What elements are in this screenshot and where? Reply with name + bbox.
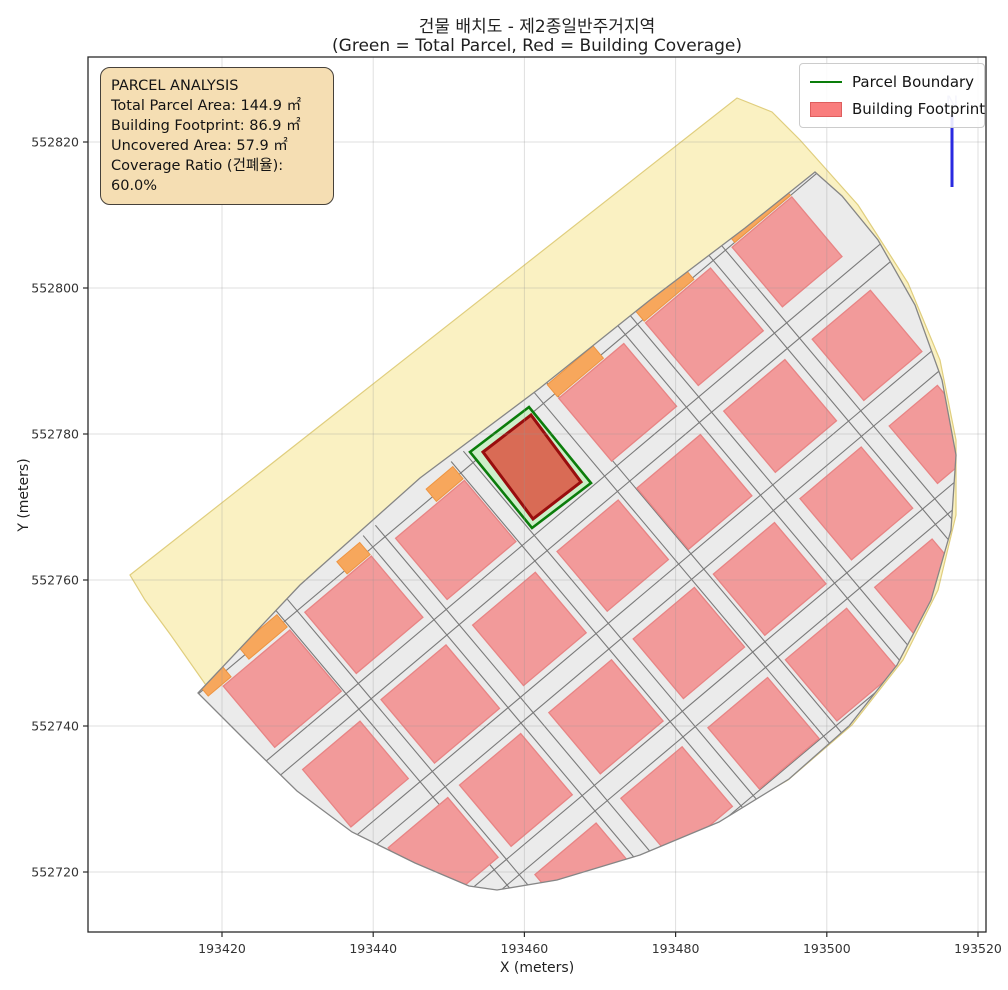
street-line <box>322 315 956 864</box>
legend-row-parcel-boundary: Parcel Boundary <box>810 73 974 91</box>
x-tick-label: 193420 <box>198 941 246 956</box>
y-axis-label: Y (meters) <box>16 458 32 532</box>
x-axis-label: X (meters) <box>499 960 575 976</box>
chart-title: 건물 배치도 - 제2종일반주거지역 <box>418 17 656 37</box>
street-line <box>467 487 956 890</box>
street-line <box>335 331 956 880</box>
building-footprint <box>706 676 821 790</box>
building-footprint <box>556 499 670 613</box>
legend: Parcel Boundary Building Footprint <box>799 63 985 128</box>
building-footprint <box>619 745 734 859</box>
street-line <box>362 535 734 890</box>
building-footprint <box>635 433 753 551</box>
infobox-footprint: Building Footprint: 86.9 ㎡ <box>111 118 301 134</box>
boundary-building-orange <box>546 345 605 398</box>
district-outline <box>197 171 957 891</box>
building-footprint <box>811 289 923 402</box>
building-footprint <box>394 479 517 601</box>
axes-spines <box>87 56 987 933</box>
boundary-building-orange <box>237 613 288 660</box>
infobox-coverage: Coverage Ratio (건폐율): 60.0% <box>111 158 284 194</box>
x-tick-label: 193460 <box>501 941 549 956</box>
x-tick-label: 193520 <box>954 941 1002 956</box>
building-footprint <box>644 267 765 387</box>
boundary-building-orange <box>336 541 371 575</box>
legend-label-building-footprint: Building Footprint <box>852 100 986 118</box>
chart-subtitle: (Green = Total Parcel, Red = Building Co… <box>332 36 742 56</box>
y-tick-label: 552780 <box>31 427 79 442</box>
building-footprint <box>303 555 424 675</box>
building-footprint <box>731 195 843 308</box>
building-footprint-patch-swatch <box>810 101 842 117</box>
legend-row-building-footprint: Building Footprint <box>810 100 985 118</box>
y-tick-label: 552800 <box>31 281 79 296</box>
parcel-analysis-infobox: PARCEL ANALYSIS Total Parcel Area: 144.9… <box>100 67 334 205</box>
building-footprint <box>222 629 343 749</box>
building-footprint <box>547 658 665 775</box>
building-footprint <box>458 732 574 848</box>
building-footprint <box>888 384 956 485</box>
street-line <box>248 227 900 776</box>
y-tick-label: 552760 <box>31 573 79 588</box>
street-line <box>261 243 913 792</box>
building-footprint <box>471 571 588 687</box>
analyzed-building-footprint <box>480 412 584 522</box>
building-footprint <box>301 720 410 828</box>
infobox-total-area: Total Parcel Area: 144.9 ㎡ <box>111 98 302 114</box>
building-footprint <box>722 358 838 474</box>
building-footprint <box>799 446 914 561</box>
street-line <box>703 248 956 690</box>
building-footprint <box>632 586 746 700</box>
building-footprint <box>557 342 678 463</box>
boundary-building-orange <box>425 465 464 503</box>
street-line <box>374 524 747 890</box>
legend-label-parcel-boundary: Parcel Boundary <box>852 73 975 91</box>
x-tick-label: 193480 <box>652 941 700 956</box>
building-footprint <box>380 643 501 765</box>
y-tick-label: 552720 <box>31 865 79 880</box>
street-line <box>396 403 956 890</box>
x-tick-label: 193500 <box>803 941 851 956</box>
infobox-uncovered: Uncovered Area: 57.9 ㎡ <box>111 138 288 154</box>
parcel-boundary-line-swatch <box>810 81 842 83</box>
y-tick-label: 552820 <box>31 135 79 150</box>
street-line <box>287 598 659 890</box>
x-tick-label: 193440 <box>349 941 397 956</box>
infobox-title: PARCEL ANALYSIS <box>111 78 239 94</box>
street-line <box>715 238 956 679</box>
y-tick-label: 552740 <box>31 719 79 734</box>
building-footprint <box>712 521 827 637</box>
